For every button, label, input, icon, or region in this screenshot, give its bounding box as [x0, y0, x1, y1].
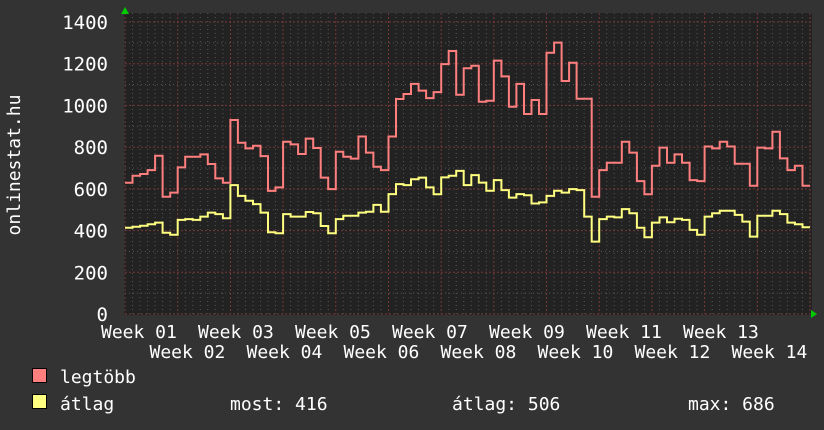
legend-swatch-atlag	[32, 394, 47, 409]
x-tick-label: Week 10	[538, 342, 614, 363]
y-axis-arrow-icon	[121, 7, 129, 14]
legend-label-legtobb: legtöbb	[60, 367, 136, 388]
x-tick-label: Week 02	[150, 342, 226, 363]
y-tick-label: 400	[74, 221, 108, 243]
series-lines	[125, 41, 810, 243]
legend-swatch-legtobb	[32, 368, 47, 383]
series-line-legtobb	[125, 41, 810, 198]
legend: legtöbb átlag most: 416 átlag: 506 max: …	[32, 367, 775, 415]
x-tick-label: Week 01	[101, 322, 177, 343]
y-axis-label: onlinestat.hu	[4, 95, 25, 236]
plot-area	[124, 13, 812, 315]
y-tick-label: 600	[74, 179, 108, 201]
y-tick-label: 800	[74, 137, 108, 159]
x-tick-label: Week 08	[441, 342, 517, 363]
stat-most: most: 416	[230, 394, 328, 415]
x-tick-label: Week 06	[344, 342, 420, 363]
x-tick-label: Week 11	[586, 322, 662, 343]
y-tick-label: 1400	[62, 12, 108, 34]
y-tick-label: 1200	[62, 54, 108, 76]
y-tick-label: 1000	[62, 95, 108, 117]
y-tick-label: 0	[97, 304, 108, 326]
x-tick-label: Week 07	[392, 322, 468, 343]
stat-max: max: 686	[688, 394, 775, 415]
x-axis-arrow-icon	[811, 310, 817, 318]
x-tick-label: Week 09	[489, 322, 565, 343]
x-tick-label: Week 04	[247, 342, 323, 363]
series-line-atlag	[125, 169, 810, 243]
y-axis-ticks: 0 200 400 600 800 1000 1200 1400	[62, 12, 108, 326]
x-tick-label: Week 03	[198, 322, 274, 343]
legend-label-atlag: átlag	[60, 394, 114, 415]
x-tick-label: Week 13	[683, 322, 759, 343]
y-tick-label: 200	[74, 262, 108, 284]
stat-average: átlag: 506	[452, 394, 560, 415]
x-tick-label: Week 05	[295, 322, 371, 343]
x-tick-label: Week 12	[635, 342, 711, 363]
x-tick-label: Week 14	[732, 342, 808, 363]
